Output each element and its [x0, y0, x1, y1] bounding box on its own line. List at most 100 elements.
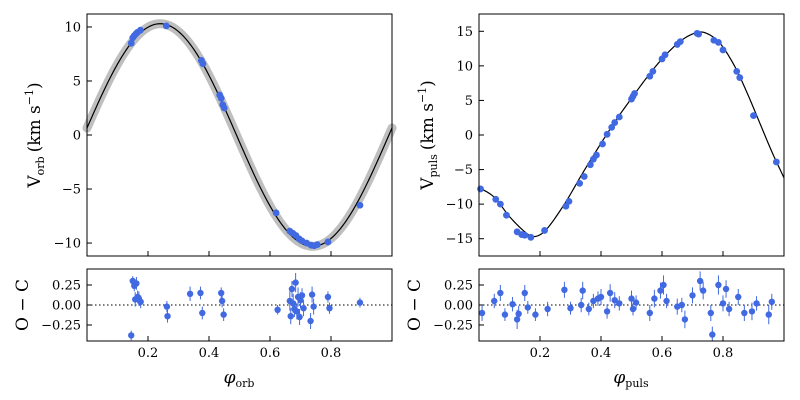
puls-data-point [562, 202, 570, 210]
orb-residual-point [128, 332, 135, 339]
orb-ytick-label: −5 [62, 183, 81, 198]
puls-ytick-label: 10 [456, 59, 473, 74]
puls-data-point [750, 112, 757, 120]
orb-xlabel-sub: orb [235, 377, 254, 390]
puls-residual-point [524, 304, 531, 311]
orb-residual-point [164, 313, 171, 320]
orb-residual-points [128, 277, 364, 339]
puls-residual-point [497, 289, 504, 297]
puls-data-point [586, 161, 594, 169]
puls-resid-ytick-label: −0.25 [433, 319, 473, 334]
puls-data-point [615, 113, 623, 121]
puls-residual-point [646, 309, 653, 317]
puls-residual-point [715, 281, 722, 289]
puls-data-point [676, 38, 684, 46]
orb-resid-ytick-label: −0.25 [41, 319, 81, 334]
puls-data-point [503, 211, 510, 219]
puls-resid-panel [478, 268, 785, 342]
puls-data-point [661, 51, 669, 59]
puls-resid-frame [478, 268, 785, 342]
orb-xlabel: φorb [224, 368, 255, 390]
puls-tick-labels: 0.2 0.4 0.6 0.8 −15 −10 −5 0 5 10 15 −0.25 0.00 0.25 [433, 25, 733, 361]
orb-data-point [199, 60, 207, 68]
orb-residual-point [293, 308, 301, 315]
puls-residual-point [660, 281, 667, 289]
puls-data-point [736, 74, 744, 82]
orb-ytick-label: 0 [73, 129, 81, 144]
puls-residual-point [603, 308, 611, 315]
puls-residual-point [699, 287, 707, 294]
puls-residual-point [696, 277, 704, 285]
orb-residual-point [296, 313, 303, 321]
orb-residual-point [137, 298, 144, 305]
orb-xlabel-main: φ [224, 368, 236, 388]
orb-residual-point [274, 306, 281, 313]
puls-xtick-label: 0.6 [652, 346, 673, 361]
puls-residual-points [478, 277, 775, 338]
puls-resid-ticks [479, 284, 724, 341]
puls-ytick-label: 5 [465, 94, 473, 109]
puls-data-point [603, 130, 611, 138]
puls-residual-point [611, 297, 618, 304]
puls-data-point [719, 46, 727, 54]
puls-residual-point [689, 292, 696, 299]
puls-residual-point [707, 309, 714, 317]
orb-residual-point [326, 305, 333, 312]
puls-data-point [772, 158, 780, 166]
puls-residual-point [709, 331, 716, 338]
orb-xtick-label: 0.6 [260, 346, 281, 361]
orb-ytick-label: −10 [54, 237, 81, 252]
puls-residual-point [509, 301, 516, 308]
orb-ytick-label: 5 [73, 74, 81, 89]
puls-residual-point [681, 316, 689, 323]
puls-residual-point [725, 305, 733, 313]
puls-xtick-label: 0.4 [591, 346, 612, 361]
orb-main-ticks [87, 26, 332, 256]
puls-residual-point [628, 295, 635, 302]
orb-xtick-label: 0.2 [138, 346, 159, 361]
orb-ylabel-sub: orb [34, 156, 47, 175]
orb-residual-point [199, 309, 206, 317]
puls-xlabel: φpuls [613, 368, 649, 390]
puls-ylabel-exp: −1 [416, 87, 429, 103]
puls-residual-point [735, 293, 742, 301]
orb-residual-point [163, 303, 171, 310]
orb-data-point [220, 104, 228, 112]
puls-data-point [649, 67, 657, 75]
puls-model-path [478, 31, 785, 238]
puls-data-point [631, 90, 638, 97]
puls-residual-point [577, 301, 585, 309]
puls-data-point [541, 227, 548, 234]
orb-residual-point [288, 285, 296, 293]
puls-residual-point [753, 300, 760, 307]
puls-xtick-label: 0.8 [713, 346, 734, 361]
orb-ylabel-exp: −1 [23, 89, 36, 105]
orb-resid-ylabel: O − C [13, 279, 33, 331]
puls-data-point [646, 72, 654, 80]
puls-residual-point [629, 305, 637, 313]
puls-data-point [565, 197, 573, 205]
puls-data-point [599, 140, 606, 148]
orb-ylabel-main: V [25, 175, 45, 189]
puls-residual-point [501, 311, 509, 318]
puls-residual-point [544, 305, 551, 313]
orb-data-point [127, 39, 135, 47]
puls-ytick-label: −10 [446, 198, 473, 213]
orb-data-point [162, 22, 170, 30]
orb-residual-point [308, 291, 316, 298]
puls-residual-point [478, 309, 486, 317]
puls-residual-point [579, 287, 586, 294]
orb-residual-point [287, 313, 294, 320]
puls-residual-point [768, 298, 775, 305]
orb-residual-point [356, 299, 364, 306]
orb-residual-point [324, 293, 332, 301]
orb-ytick-label: 10 [64, 20, 81, 35]
puls-xlabel-main: φ [613, 368, 625, 388]
puls-residual-point [632, 299, 640, 306]
puls-residual-point [719, 300, 727, 307]
puls-residual-point [606, 289, 614, 297]
puls-residual-point [616, 300, 623, 307]
puls-residual-point [741, 309, 748, 317]
puls-residual-point [765, 311, 772, 318]
